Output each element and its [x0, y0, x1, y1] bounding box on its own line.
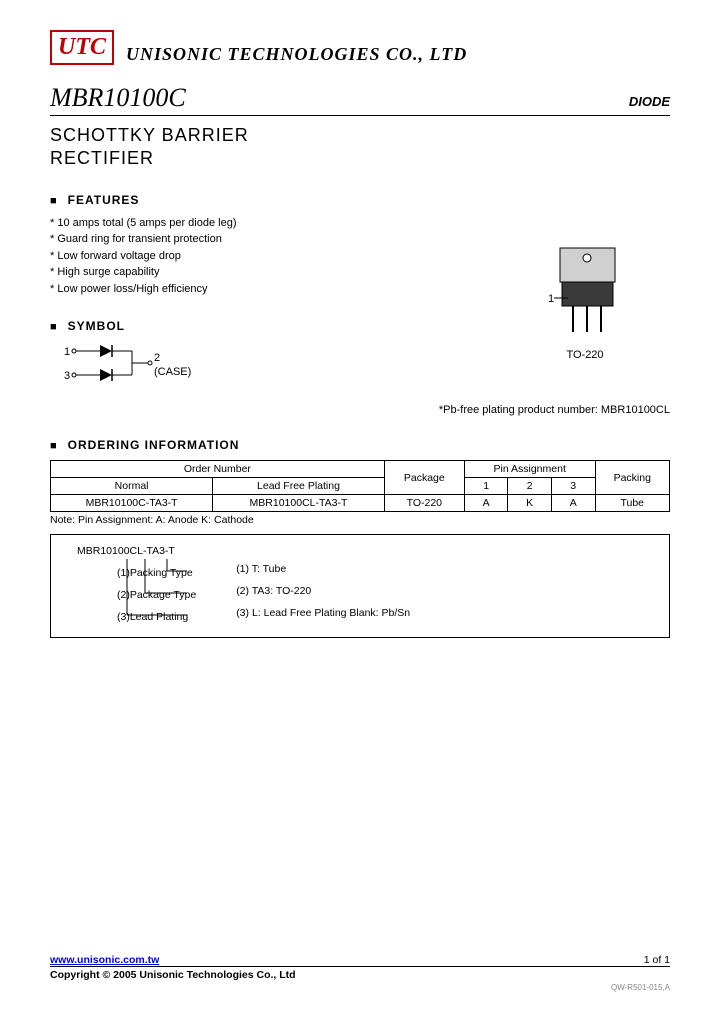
th-pin-assignment: Pin Assignment — [464, 461, 595, 478]
footer: www.unisonic.com.tw 1 of 1 Copyright © 2… — [50, 954, 670, 992]
td-p2: K — [508, 495, 552, 512]
pb-free-note: *Pb-free plating product number: MBR1010… — [50, 404, 670, 416]
td-lead-free: MBR10100CL-TA3-T — [213, 495, 385, 512]
title-line-2: RECTIFIER — [50, 147, 670, 170]
svg-text:3: 3 — [64, 370, 70, 382]
pin1-label: 1 — [548, 293, 554, 305]
svg-text:1: 1 — [64, 346, 70, 358]
table-row: Order Number Package Pin Assignment Pack… — [51, 461, 670, 478]
feature-item: 10 amps total (5 amps per diode leg) — [50, 215, 670, 232]
footer-url[interactable]: www.unisonic.com.tw — [50, 954, 159, 966]
svg-text:(CASE): (CASE) — [154, 366, 191, 378]
ordering-right-col: (1) T: Tube (2) TA3: TO-220 (3) L: Lead … — [236, 545, 410, 623]
company-name: UNISONIC TECHNOLOGIES CO., LTD — [126, 44, 467, 65]
td-normal: MBR10100C-TA3-T — [51, 495, 213, 512]
ordering-right-item: (3) L: Lead Free Plating Blank: Pb/Sn — [236, 607, 410, 619]
to220-icon: 1 — [530, 240, 640, 340]
th-package: Package — [384, 461, 464, 495]
part-header: MBR10100C DIODE — [50, 83, 670, 116]
part-category: DIODE — [629, 94, 670, 109]
th-order-number: Order Number — [51, 461, 385, 478]
features-heading: FEATURES — [50, 193, 670, 207]
th-normal: Normal — [51, 478, 213, 495]
th-pin3: 3 — [551, 478, 595, 495]
table-row: Normal Lead Free Plating 1 2 3 — [51, 478, 670, 495]
bracket-lines-icon — [77, 559, 187, 627]
ordering-right-item: (2) TA3: TO-220 — [236, 585, 410, 597]
part-number: MBR10100C — [50, 83, 186, 113]
symbol-diagram: 1 3 2 (CASE) — [60, 341, 220, 391]
ordering-table: Order Number Package Pin Assignment Pack… — [50, 460, 670, 512]
doc-ref: QW-R501-015,A — [50, 983, 670, 992]
svg-text:2: 2 — [154, 352, 160, 364]
title-line-1: SCHOTTKY BARRIER — [50, 124, 670, 147]
page-number: 1 of 1 — [644, 954, 670, 966]
td-package: TO-220 — [384, 495, 464, 512]
package-diagram: 1 TO-220 — [530, 240, 640, 361]
ordering-heading: ORDERING INFORMATION — [50, 438, 670, 452]
ordering-right-item: (1) T: Tube — [236, 563, 410, 575]
ordering-code: MBR10100CL-TA3-T — [77, 545, 196, 557]
copyright: Copyright © 2005 Unisonic Technologies C… — [50, 969, 296, 981]
td-packing: Tube — [595, 495, 670, 512]
ordering-code-box: MBR10100CL-TA3-T (1)Packing Type (2)Pack… — [50, 534, 670, 638]
th-pin1: 1 — [464, 478, 508, 495]
page-title: SCHOTTKY BARRIER RECTIFIER — [50, 124, 670, 171]
header: UTC UNISONIC TECHNOLOGIES CO., LTD — [50, 30, 670, 65]
company-logo: UTC — [50, 30, 114, 65]
td-p3: A — [551, 495, 595, 512]
package-label: TO-220 — [530, 349, 640, 361]
table-row: MBR10100C-TA3-T MBR10100CL-TA3-T TO-220 … — [51, 495, 670, 512]
pin-note: Note: Pin Assignment: A: Anode K: Cathod… — [50, 514, 670, 526]
th-lead-free: Lead Free Plating — [213, 478, 385, 495]
ordering-left-col: MBR10100CL-TA3-T (1)Packing Type (2)Pack… — [63, 545, 196, 623]
th-packing: Packing — [595, 461, 670, 495]
td-p1: A — [464, 495, 508, 512]
th-pin2: 2 — [508, 478, 552, 495]
